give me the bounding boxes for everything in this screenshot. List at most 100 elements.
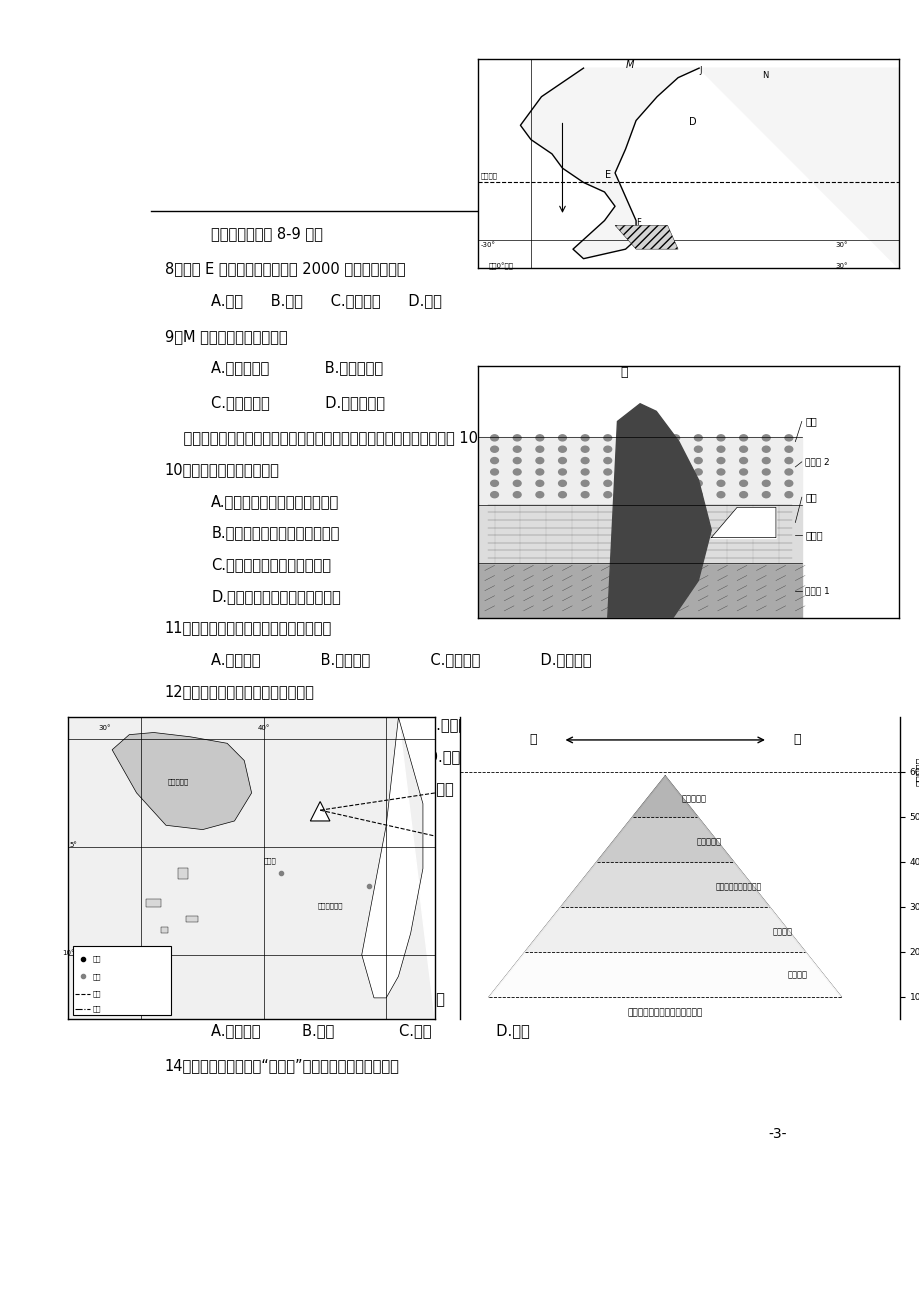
Circle shape <box>671 435 679 441</box>
Text: D: D <box>687 117 696 128</box>
Circle shape <box>490 447 498 452</box>
Text: 30°: 30° <box>834 242 847 247</box>
Circle shape <box>649 435 656 441</box>
Text: 热带雨林: 热带雨林 <box>772 927 791 936</box>
Text: A.地形      B.降水      C.大气环流      D.洋流: A.地形 B.降水 C.大气环流 D.洋流 <box>211 293 442 309</box>
Circle shape <box>649 457 656 464</box>
Text: 岩浆岩 1: 岩浆岩 1 <box>804 586 829 595</box>
Text: 14．维多利亚湖干季多“夜雷雨”天气，其主要成因是夜晦: 14．维多利亚湖干季多“夜雷雨”天气，其主要成因是夜晦 <box>165 1059 400 1074</box>
Text: N: N <box>761 70 767 79</box>
Polygon shape <box>596 816 732 862</box>
Circle shape <box>694 469 701 475</box>
Circle shape <box>671 480 679 487</box>
Text: 洞穴: 洞穴 <box>804 492 816 503</box>
Circle shape <box>716 480 724 487</box>
Circle shape <box>762 435 769 441</box>
Text: 海拔（米）: 海拔（米） <box>913 756 919 786</box>
Text: -30°: -30° <box>480 242 495 247</box>
Circle shape <box>536 447 543 452</box>
Circle shape <box>513 435 520 441</box>
Circle shape <box>671 492 679 497</box>
Text: 5°: 5° <box>69 842 77 848</box>
Circle shape <box>603 447 611 452</box>
Text: J: J <box>698 66 701 76</box>
Circle shape <box>716 469 724 475</box>
Polygon shape <box>310 802 330 822</box>
Circle shape <box>490 457 498 464</box>
Circle shape <box>739 435 746 441</box>
Circle shape <box>581 435 588 441</box>
Circle shape <box>716 492 724 497</box>
Text: 甲: 甲 <box>619 366 627 379</box>
Text: 西有0°东经: 西有0°东经 <box>488 263 514 270</box>
Circle shape <box>626 447 633 452</box>
Circle shape <box>626 435 633 441</box>
Polygon shape <box>478 436 801 505</box>
Bar <box>73 947 171 1016</box>
Polygon shape <box>478 562 801 618</box>
Text: A.火山喷发             B.流水溶蚀             C.风力侵蚀             D.地层沉降: A.火山喷发 B.流水溶蚀 C.风力侵蚀 D.地层沉降 <box>211 652 591 668</box>
Circle shape <box>694 480 701 487</box>
Polygon shape <box>361 717 435 1019</box>
Polygon shape <box>520 68 898 268</box>
Circle shape <box>626 469 633 475</box>
Polygon shape <box>632 776 697 816</box>
Text: 达累斯萨拉姆: 达累斯萨拉姆 <box>317 902 343 909</box>
Polygon shape <box>489 952 840 997</box>
Circle shape <box>581 492 588 497</box>
Circle shape <box>784 492 792 497</box>
Circle shape <box>603 492 611 497</box>
Text: 13．乞力马扎罗山相同自然带的上界北坡较南坡低，其影响因素主要是: 13．乞力马扎罗山相同自然带的上界北坡较南坡低，其影响因素主要是 <box>165 991 446 1006</box>
Circle shape <box>558 447 566 452</box>
Text: 地质剖面图能示意局部地区岩层形成的时间顺序及地质构造。据此回答 10-12 题。: 地质剖面图能示意局部地区岩层形成的时间顺序及地质构造。据此回答 10-12 题。 <box>165 430 524 445</box>
Text: 热带草原: 热带草原 <box>787 970 806 979</box>
Circle shape <box>649 480 656 487</box>
Text: 高寒草甸带: 高寒草甸带 <box>696 837 720 846</box>
Circle shape <box>558 480 566 487</box>
Circle shape <box>671 457 679 464</box>
Text: 40°: 40° <box>257 725 270 732</box>
Text: B.颗粒细小，有明显的层理构造: B.颗粒细小，有明显的层理构造 <box>211 525 339 540</box>
Circle shape <box>716 435 724 441</box>
Circle shape <box>558 469 566 475</box>
Polygon shape <box>112 733 251 829</box>
Circle shape <box>490 492 498 497</box>
Circle shape <box>581 447 588 452</box>
Text: 城市: 城市 <box>93 956 101 962</box>
Circle shape <box>671 469 679 475</box>
Circle shape <box>536 480 543 487</box>
Circle shape <box>536 457 543 464</box>
Circle shape <box>536 469 543 475</box>
Circle shape <box>513 480 520 487</box>
Circle shape <box>716 457 724 464</box>
Circle shape <box>784 457 792 464</box>
Circle shape <box>739 457 746 464</box>
Circle shape <box>513 492 520 497</box>
Circle shape <box>762 447 769 452</box>
Polygon shape <box>561 862 768 906</box>
Circle shape <box>694 447 701 452</box>
Polygon shape <box>710 508 775 538</box>
Circle shape <box>694 435 701 441</box>
Circle shape <box>739 469 746 475</box>
Circle shape <box>694 492 701 497</box>
Circle shape <box>762 457 769 464</box>
Text: A.矿物晶体颗粒较粗，色泽较浅: A.矿物晶体颗粒较粗，色泽较浅 <box>211 493 339 509</box>
Circle shape <box>626 492 633 497</box>
Circle shape <box>739 480 746 487</box>
Text: A.岩浆岩 1—石灰岩—砂岩—岩浆岩 2       B.石灰岩—砂岩—岩浆岩 1—岩浆岩 2: A.岩浆岩 1—石灰岩—砂岩—岩浆岩 2 B.石灰岩—砂岩—岩浆岩 1—岩浆岩 … <box>211 716 609 732</box>
Text: 砂岩: 砂岩 <box>804 417 816 427</box>
Polygon shape <box>161 927 168 934</box>
Text: M: M <box>625 60 633 70</box>
Circle shape <box>649 469 656 475</box>
Text: 乞力马扎罗山自然带分布示意图: 乞力马扎罗山自然带分布示意图 <box>627 1008 702 1017</box>
Text: 30°: 30° <box>98 725 111 732</box>
Circle shape <box>603 469 611 475</box>
Text: 常绻、落叶阔叶混交林: 常绻、落叶阔叶混交林 <box>715 881 761 891</box>
Text: 南: 南 <box>792 733 800 746</box>
Circle shape <box>671 447 679 452</box>
Polygon shape <box>186 915 198 922</box>
Text: 10°: 10° <box>62 949 74 956</box>
Text: 多多马: 多多马 <box>264 857 277 863</box>
Circle shape <box>784 435 792 441</box>
